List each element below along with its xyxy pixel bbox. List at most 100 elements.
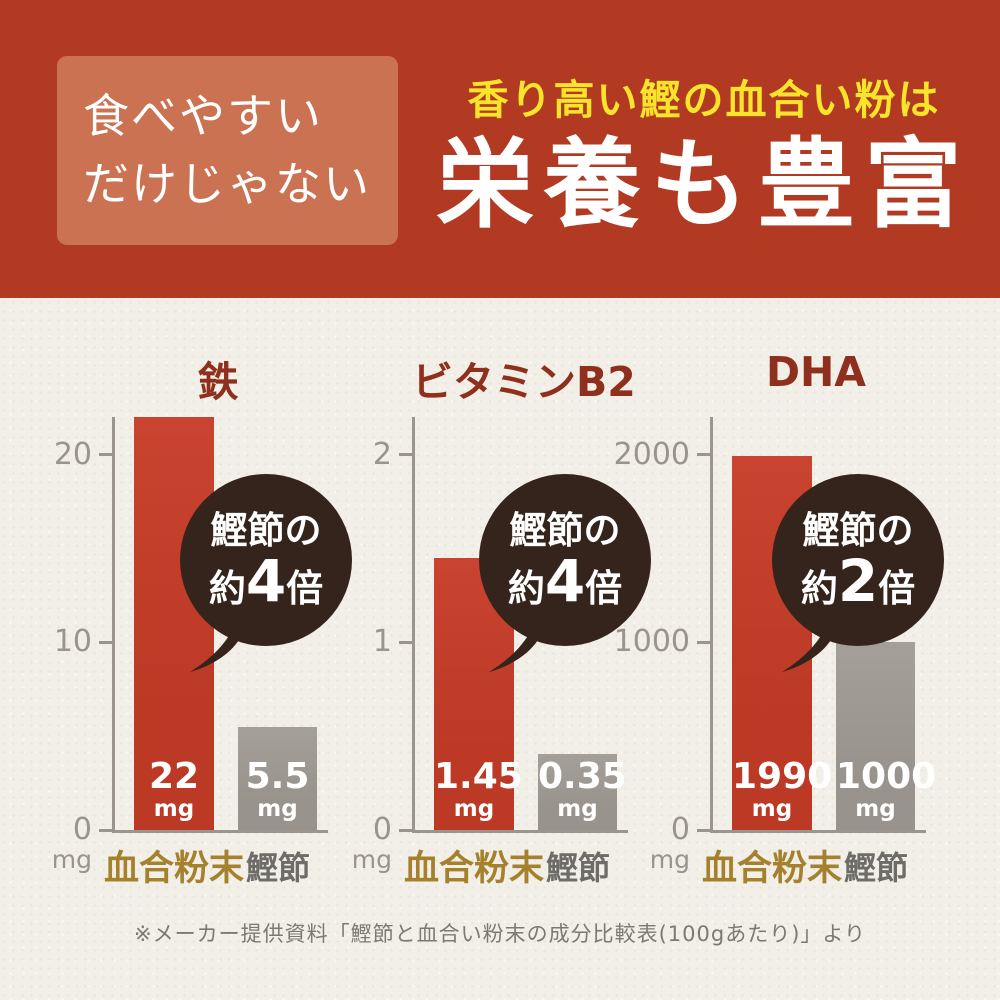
badge-line-2: だけじゃない	[83, 156, 371, 211]
y-axis-line	[710, 417, 713, 833]
x-axis-line	[710, 830, 926, 833]
header-banner: 食べやすい だけじゃない 香り高い鰹の血合い粉は 栄養も豊富	[0, 0, 1000, 298]
bar-katsuobushi: 0.35 mg	[538, 754, 627, 830]
bar-value-number: 22	[148, 756, 200, 798]
bar-chiai-powder: 22 mg	[134, 417, 214, 830]
callout-approx: 約	[800, 567, 838, 611]
y-tick-label: 2000	[613, 436, 690, 472]
callout-multiplier: 2	[837, 547, 879, 616]
y-tick-label: 1000	[613, 624, 690, 660]
chart-iron-title: 鉄	[197, 358, 239, 406]
callout-multiplier: 4	[245, 547, 287, 616]
x-axis-line	[412, 830, 628, 833]
bar-value-label: 22 mg	[134, 757, 214, 822]
bar-value-number: 1.45	[434, 756, 523, 798]
callout-approx: 約	[507, 567, 545, 611]
bar-value-label: 5.5 mg	[238, 757, 317, 822]
bar-chiai-powder: 1.45 mg	[434, 557, 523, 831]
y-tick-label: 0	[670, 812, 690, 847]
y-tick-label: 10	[53, 624, 92, 660]
x-category-chiai: 血合粉末	[104, 852, 244, 887]
badge-line-1: 食べやすい	[83, 89, 323, 143]
x-category-katsuobushi: 鰹節	[844, 852, 908, 884]
callout-suffix: 倍	[878, 567, 916, 611]
chart-vitamin-b2-plot: 2 1 0 mg 1.45 mg 0.35 mg	[352, 417, 628, 872]
callout-suffix: 倍	[286, 567, 324, 611]
callout-multiplier: 4	[544, 547, 586, 616]
bar-value-unit: mg	[751, 795, 793, 822]
bar-value-unit: mg	[557, 795, 598, 822]
x-category-katsuobushi: 鰹節	[246, 852, 310, 884]
bar-value-unit: mg	[257, 795, 298, 822]
callout-line1: 鰹節の	[802, 508, 914, 552]
x-category-label: 鰹節	[545, 849, 611, 887]
y-tick: 2000	[613, 436, 710, 472]
y-tick-label: 0	[72, 812, 92, 847]
y-axis-unit: mg	[351, 845, 392, 874]
y-tick: 10	[54, 627, 112, 657]
y-tick: 0	[671, 815, 710, 845]
x-category-chiai: 血合粉末	[404, 852, 544, 887]
bar-katsuobushi: 5.5 mg	[238, 726, 317, 831]
chart-iron-plot: 20 10 0 mg 22 mg 5.5 mg	[52, 417, 328, 872]
bar-value-label: 0.35 mg	[538, 756, 627, 822]
y-tick: 1	[373, 627, 412, 657]
bar-value-label: 1000 mg	[836, 757, 936, 822]
chart-iron: 鉄 20 10 0 mg 22 mg 5.5 mg 血合粉末 鰹節	[40, 330, 362, 910]
y-tick-label: 1	[372, 624, 392, 660]
tick-mark	[697, 640, 710, 644]
x-category-label: 鰹節	[843, 849, 909, 887]
y-tick: 0	[373, 815, 412, 845]
chart-vitamin-b2-title: ビタミンB2	[412, 358, 636, 406]
y-tick-label: 0	[372, 812, 392, 847]
x-category-label: 血合粉末	[403, 849, 545, 889]
y-axis-unit: mg	[649, 845, 690, 874]
callout-line1: 鰹節の	[210, 508, 322, 552]
bar-value-label: 1990 mg	[732, 756, 833, 822]
x-category-label: 鰹節	[245, 849, 311, 887]
speech-bubble-tail-icon	[488, 613, 546, 673]
tick-mark	[99, 453, 112, 457]
bar-value-number: 0.35	[538, 756, 627, 798]
bar-value-number: 5.5	[245, 756, 310, 798]
tick-mark	[697, 828, 710, 832]
bar-value-number: 1990	[732, 756, 833, 798]
x-category-katsuobushi: 鰹節	[546, 852, 610, 884]
bar-value-unit: mg	[153, 795, 195, 822]
source-footnote: ※メーカー提供資料「鰹節と血合い粉末の成分比較表(100gあたり)」より	[134, 922, 866, 946]
x-category-chiai: 血合粉末	[702, 852, 842, 887]
chart-vitamin-b2: ビタミンB2 2 1 0 mg 1.45 mg 0.35 mg 血合粉末	[340, 330, 662, 910]
tick-mark	[399, 453, 412, 457]
y-tick: 1000	[614, 627, 710, 657]
y-tick: 20	[53, 436, 112, 472]
x-category-label: 血合粉末	[701, 849, 843, 889]
bar-value-unit: mg	[453, 795, 495, 822]
header-main-title: 栄養も豊富	[436, 127, 972, 241]
bar-value-label: 1.45 mg	[434, 756, 523, 822]
catchphrase-badge: 食べやすい だけじゃない	[57, 56, 398, 245]
y-tick-label: 2	[372, 436, 392, 472]
y-tick-label: 20	[53, 436, 92, 472]
y-axis-line	[412, 417, 415, 833]
x-axis-line	[112, 830, 328, 833]
tick-mark	[697, 453, 710, 457]
speech-bubble-tail-icon	[189, 613, 247, 673]
chart-dha: DHA 2000 1000 0 mg 1990 mg 1000 mg 血合粉末	[614, 330, 960, 910]
callout-line1: 鰹節の	[509, 508, 621, 552]
y-tick: 0	[73, 815, 112, 845]
callout-suffix: 倍	[585, 567, 623, 611]
x-category-label: 血合粉末	[103, 849, 245, 889]
bar-value-unit: mg	[855, 795, 896, 822]
y-tick: 2	[372, 436, 412, 472]
callout-approx: 約	[208, 567, 246, 611]
chart-dha-title: DHA	[765, 348, 867, 396]
tick-mark	[99, 640, 112, 644]
header-subtitle: 香り高い鰹の血合い粉は	[467, 76, 941, 124]
tick-mark	[399, 828, 412, 832]
